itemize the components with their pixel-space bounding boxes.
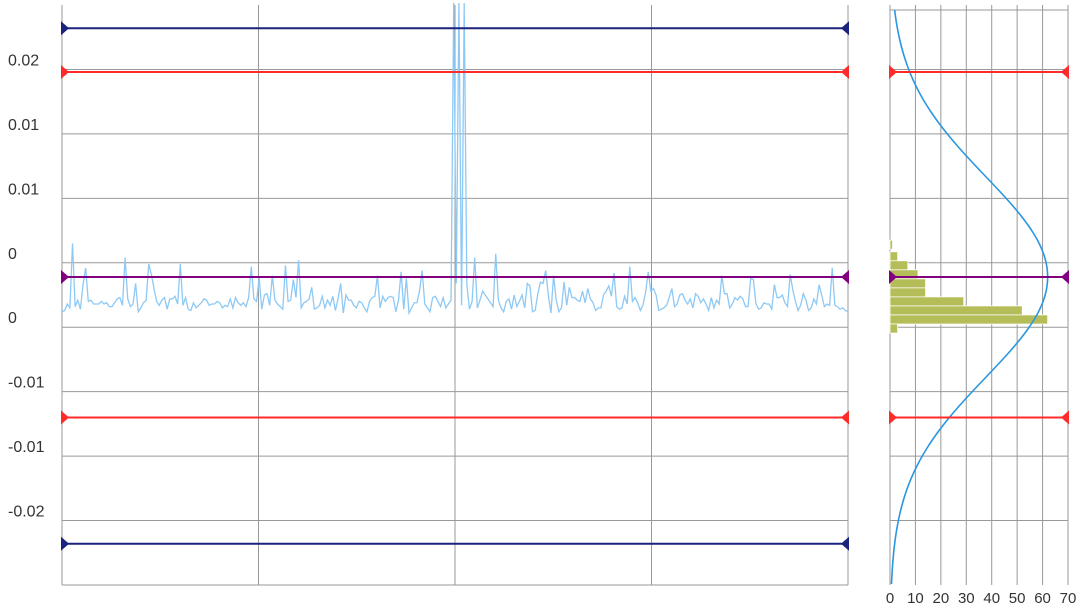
y-tick-label: -0.02 xyxy=(8,504,45,521)
reference-marker-left xyxy=(61,65,69,80)
y-tick-label: 0.01 xyxy=(8,117,39,134)
main-chart-y-ticks: 0.02 0.01 0.01 0 0 -0.01 -0.01 -0.02 xyxy=(8,52,45,520)
histogram-normal-curve xyxy=(890,9,1049,585)
reference-marker-left xyxy=(61,536,69,551)
y-tick-label: -0.01 xyxy=(8,439,45,456)
reference-marker-right xyxy=(841,21,849,36)
histogram-bar xyxy=(889,251,899,262)
reference-marker-right xyxy=(841,269,849,284)
reference-marker-left xyxy=(61,269,69,284)
histogram-x-ticks: 0 10 20 30 40 50 60 70 xyxy=(886,590,1077,607)
series-line xyxy=(61,2,849,316)
histogram-bar xyxy=(889,260,909,271)
reference-marker-right xyxy=(841,536,849,551)
histogram-bar xyxy=(889,305,1023,316)
histogram-x-tick-label: 60 xyxy=(1034,590,1051,607)
histogram-reference-marker-right xyxy=(1061,410,1069,425)
histogram-x-tick-label: 40 xyxy=(983,590,1000,607)
main-chart-reference-lines xyxy=(61,21,849,551)
main-chart-grid xyxy=(61,5,849,586)
histogram-bar xyxy=(889,278,926,289)
y-tick-label: 0 xyxy=(8,310,17,327)
main-chart-series xyxy=(61,2,849,316)
histogram-reference-marker-left xyxy=(889,269,897,284)
histogram-reference-lines xyxy=(889,65,1069,425)
histogram-bar xyxy=(889,296,965,307)
reference-marker-left xyxy=(61,410,69,425)
histogram-reference-marker-right xyxy=(1061,65,1069,80)
y-tick-label: 0.02 xyxy=(8,52,39,69)
reference-marker-right xyxy=(841,65,849,80)
histogram-x-tick-label: 50 xyxy=(1009,590,1026,607)
reference-marker-right xyxy=(841,410,849,425)
histogram-bar xyxy=(889,287,926,298)
y-tick-label: 0.01 xyxy=(8,181,39,198)
histogram-x-tick-label: 10 xyxy=(907,590,924,607)
histogram-x-tick-label: 20 xyxy=(933,590,950,607)
histogram-x-tick-label: 30 xyxy=(958,590,975,607)
y-tick-label: 0 xyxy=(8,246,17,263)
histogram-bars xyxy=(889,239,1049,334)
normal-curve xyxy=(890,9,1049,585)
histogram-reference-marker-left xyxy=(889,65,897,80)
histogram-bar xyxy=(889,239,893,250)
histogram-x-tick-label: 70 xyxy=(1060,590,1077,607)
histogram-x-tick-label: 0 xyxy=(886,590,894,607)
histogram-bar xyxy=(889,323,899,334)
y-tick-label: -0.01 xyxy=(8,375,45,392)
histogram-reference-marker-left xyxy=(889,410,897,425)
histogram-bar xyxy=(889,314,1049,325)
histogram-reference-marker-right xyxy=(1061,269,1069,284)
reference-marker-left xyxy=(61,21,69,36)
